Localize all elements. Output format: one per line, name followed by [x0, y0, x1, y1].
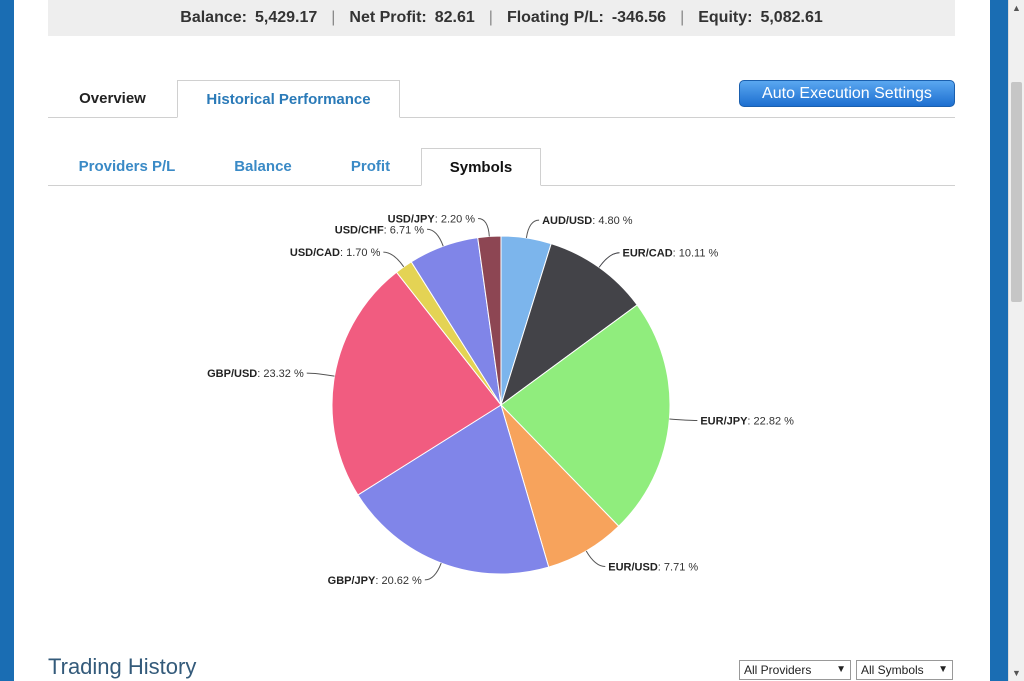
pie-label-percent: : 22.82 % — [747, 416, 794, 428]
pie-label-percent: : 4.80 % — [592, 215, 633, 227]
vertical-scrollbar[interactable]: ▲ ▼ — [1008, 0, 1024, 681]
pie-connector-line — [383, 251, 405, 268]
dropdown-arrow-icon: ▼ — [836, 664, 846, 675]
trading-history-title: Trading History — [48, 654, 197, 679]
separator: | — [488, 9, 493, 26]
symbols-select-value: All Symbols — [861, 663, 924, 677]
equity-value: 5,082.61 — [760, 9, 823, 26]
pie-connector-line — [585, 550, 606, 567]
pie-label: GBP/USD: 23.32 % — [207, 368, 304, 380]
pie-label-percent: : 6.71 % — [384, 224, 425, 236]
scroll-thumb[interactable] — [1011, 82, 1022, 302]
pie-label: EUR/CAD: 10.11 % — [623, 248, 719, 260]
pie-label: USD/JPY: 2.20 % — [388, 213, 476, 225]
pie-label-symbol: EUR/CAD — [623, 248, 673, 260]
pie-label-symbol: GBP/JPY — [328, 575, 376, 587]
balance-value: 5,429.17 — [254, 9, 318, 26]
scroll-up-icon[interactable]: ▲ — [1012, 3, 1021, 13]
floating-pl-label: Floating P/L: — [506, 9, 604, 26]
pie-label: EUR/JPY: 22.82 % — [700, 416, 794, 428]
pie-label: AUD/USD: 4.80 % — [542, 215, 633, 227]
tab-providers-pl[interactable]: Providers P/L — [78, 158, 176, 175]
pie-label-percent: : 7.71 % — [658, 561, 699, 573]
pie-label-symbol: GBP/USD — [207, 368, 257, 380]
pie-label-symbol: USD/CAD — [290, 247, 340, 259]
tab-overview[interactable]: Overview — [79, 90, 146, 107]
pie-connector-line — [427, 228, 444, 247]
right-frame-edge — [990, 0, 1008, 681]
equity-label: Equity: — [698, 9, 753, 26]
pie-label-symbol: EUR/JPY — [700, 416, 748, 428]
pie-label: GBP/JPY: 20.62 % — [328, 575, 422, 587]
tab-balance[interactable]: Balance — [234, 158, 292, 175]
pie-label: USD/CAD: 1.70 % — [290, 247, 381, 259]
pie-label-symbol: AUD/USD — [542, 215, 592, 227]
pie-connector-line — [306, 372, 335, 377]
pie-connector-line — [478, 217, 490, 237]
pie-connector-line — [598, 252, 620, 268]
net-profit-label: Net Profit: — [349, 9, 427, 26]
pie-label-percent: : 23.32 % — [257, 368, 304, 380]
pie-label-percent: : 10.11 % — [673, 248, 719, 260]
balance-label: Balance: — [180, 9, 247, 26]
pie-label-symbol: USD/JPY — [388, 213, 436, 225]
auto-execution-settings-button[interactable]: Auto Execution Settings — [739, 80, 955, 107]
pie-label: USD/CHF: 6.71 % — [335, 224, 424, 236]
separator: | — [331, 9, 336, 26]
tab-symbols[interactable]: Symbols — [421, 148, 541, 186]
tab-profit[interactable]: Profit — [350, 158, 391, 175]
providers-select-value: All Providers — [744, 663, 812, 677]
pie-slice-gbp-usd[interactable] — [331, 271, 502, 496]
pie-slice-eur-jpy[interactable] — [500, 304, 671, 527]
providers-select[interactable]: All Providers ▼ — [739, 660, 851, 680]
tab-historical-performance[interactable]: Historical Performance — [177, 80, 400, 118]
pie-connector-line — [525, 219, 540, 238]
pie-slice-gbp-jpy[interactable] — [357, 404, 550, 575]
pie-label-percent: : 2.20 % — [435, 213, 476, 225]
pie-label-symbol: USD/CHF — [335, 224, 384, 236]
sub-tab-bar: Providers P/L Balance Profit Symbols — [48, 148, 955, 186]
pie-connector-line — [669, 418, 698, 422]
left-frame-edge — [0, 0, 14, 681]
dropdown-arrow-icon: ▼ — [938, 664, 948, 675]
pie-label-symbol: EUR/USD — [608, 561, 658, 573]
symbols-select[interactable]: All Symbols ▼ — [856, 660, 953, 680]
net-profit-value: 82.61 — [434, 9, 475, 26]
floating-pl-value: -346.56 — [611, 9, 667, 26]
scroll-down-icon[interactable]: ▼ — [1012, 668, 1021, 678]
pie-connector-line — [424, 562, 442, 581]
pie-label-percent: : 1.70 % — [340, 247, 381, 259]
pie-label-percent: : 20.62 % — [375, 575, 422, 587]
account-summary-bar: Balance: 5,429.17 | Net Profit: 82.61 | … — [48, 0, 955, 36]
separator: | — [680, 9, 685, 26]
pie-label: EUR/USD: 7.71 % — [608, 561, 698, 573]
main-tab-bar: Overview Historical Performance — [48, 80, 955, 118]
